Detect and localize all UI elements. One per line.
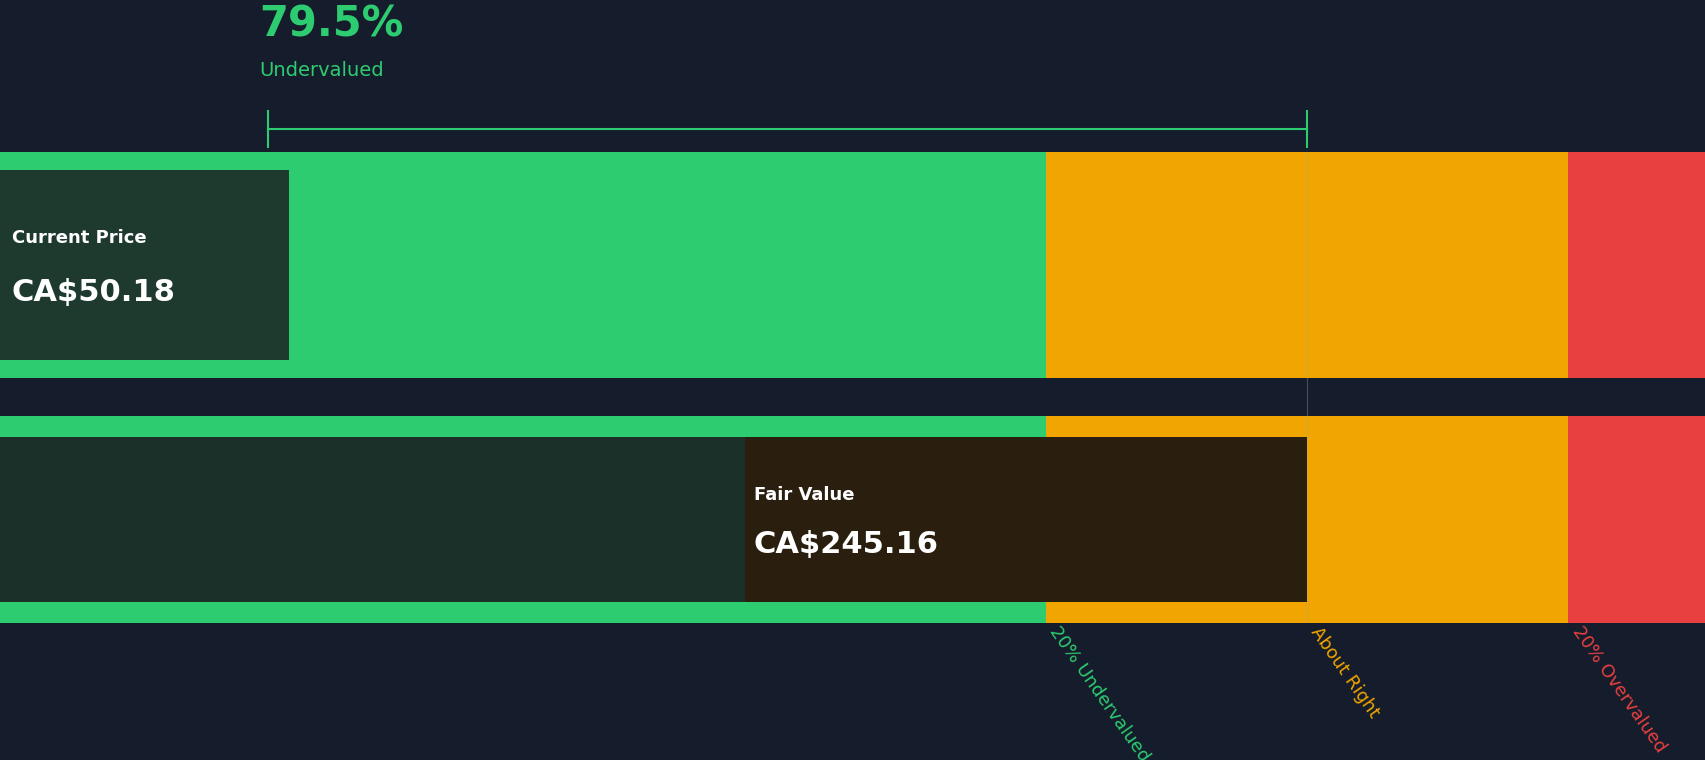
Text: 79.5%: 79.5% <box>259 3 402 45</box>
Bar <box>0 152 1045 378</box>
Bar <box>1045 152 1567 378</box>
Text: Fair Value: Fair Value <box>754 486 854 504</box>
Bar <box>1045 416 1567 623</box>
Text: 20% Overvalued: 20% Overvalued <box>1567 623 1667 756</box>
Bar <box>745 436 1306 603</box>
Bar <box>0 416 1045 623</box>
Bar <box>1567 152 1705 378</box>
Text: Undervalued: Undervalued <box>259 61 384 80</box>
Bar <box>0 170 288 360</box>
Text: Current Price: Current Price <box>12 229 147 247</box>
Bar <box>0 436 1045 603</box>
Text: About Right: About Right <box>1306 623 1383 720</box>
Text: CA$50.18: CA$50.18 <box>12 277 176 307</box>
Text: CA$245.16: CA$245.16 <box>754 530 938 559</box>
Bar <box>1567 416 1705 623</box>
Text: 20% Undervalued: 20% Undervalued <box>1045 623 1153 760</box>
